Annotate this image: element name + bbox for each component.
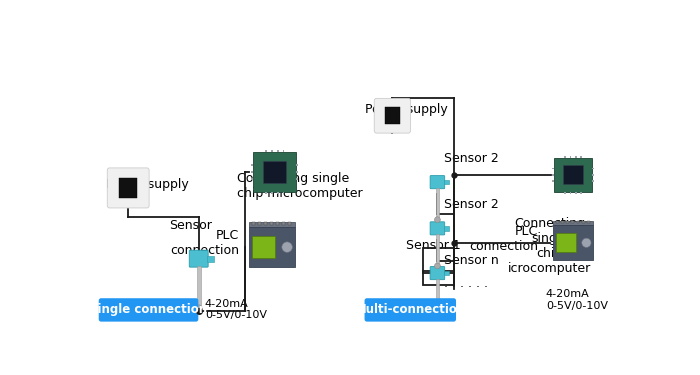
Bar [592, 168, 594, 170]
Bar [424, 271, 454, 285]
Text: Sensor: Sensor [169, 219, 212, 232]
Bar [587, 221, 590, 223]
Bar [575, 192, 577, 194]
Bar [582, 221, 584, 223]
Bar [570, 192, 571, 194]
Bar [444, 271, 449, 275]
Bar [251, 178, 253, 180]
Bar [282, 222, 285, 225]
Text: Multi-connection: Multi-connection [355, 303, 466, 316]
Bar [288, 222, 291, 225]
FancyBboxPatch shape [430, 222, 444, 235]
Bar [296, 178, 298, 180]
Bar [580, 192, 582, 194]
FancyBboxPatch shape [374, 98, 410, 133]
Bar [252, 236, 275, 258]
Bar [296, 164, 298, 166]
Bar [271, 150, 273, 152]
Bar [197, 266, 201, 305]
Bar [251, 164, 253, 166]
Text: PLC
connection: PLC connection [469, 225, 538, 253]
Bar [554, 158, 592, 192]
Bar [571, 221, 574, 223]
Bar [577, 221, 580, 223]
Bar [561, 221, 564, 223]
Bar [249, 222, 295, 228]
Bar [296, 171, 298, 173]
Text: Power supply: Power supply [365, 103, 448, 116]
Text: PLC
connection: PLC connection [170, 229, 239, 257]
Text: 4-20mA
0-5V/0-10V: 4-20mA 0-5V/0-10V [546, 289, 608, 310]
Circle shape [435, 217, 440, 223]
FancyBboxPatch shape [107, 168, 149, 208]
Text: Sensor n: Sensor n [444, 254, 498, 267]
Bar [252, 222, 256, 225]
Bar [276, 150, 279, 152]
Bar [570, 156, 571, 158]
Text: Connecting single
chip microcomputer: Connecting single chip microcomputer [237, 172, 363, 200]
Circle shape [582, 238, 591, 248]
FancyBboxPatch shape [430, 176, 444, 189]
Text: Single connection: Single connection [90, 303, 208, 316]
Text: Connecting
single
chip
icrocomputer: Connecting single chip icrocomputer [508, 217, 592, 275]
FancyBboxPatch shape [189, 250, 208, 267]
Bar [556, 233, 576, 252]
Bar [592, 180, 594, 182]
Bar [265, 192, 267, 194]
Bar [283, 150, 284, 152]
Bar [556, 221, 559, 223]
Text: Sensor 2: Sensor 2 [444, 198, 498, 211]
Bar [265, 150, 267, 152]
Bar [207, 256, 214, 262]
Bar [258, 222, 261, 225]
Bar [564, 156, 566, 158]
Bar [592, 174, 594, 176]
Bar [264, 222, 267, 225]
Bar [385, 107, 400, 124]
Bar [575, 156, 577, 158]
Bar [270, 222, 273, 225]
Bar [424, 248, 454, 273]
Bar [119, 178, 137, 198]
Bar [444, 226, 449, 231]
Text: 4-20mA
0-5V/0-10V: 4-20mA 0-5V/0-10V [205, 299, 267, 320]
Circle shape [435, 263, 440, 269]
Bar [436, 188, 439, 217]
Bar [553, 225, 594, 260]
Bar [580, 156, 582, 158]
FancyBboxPatch shape [99, 298, 198, 322]
Bar [552, 168, 554, 170]
Bar [263, 161, 286, 183]
FancyBboxPatch shape [365, 298, 456, 322]
Text: Power supply: Power supply [106, 178, 189, 190]
Bar [552, 180, 554, 182]
Circle shape [282, 242, 293, 252]
Circle shape [435, 308, 440, 314]
Bar [251, 171, 253, 173]
Bar [249, 228, 295, 267]
Bar [563, 165, 583, 184]
Bar [283, 192, 284, 194]
Bar [564, 192, 566, 194]
Bar [436, 279, 439, 308]
Bar [553, 221, 594, 225]
Bar [276, 192, 279, 194]
Bar [552, 174, 554, 176]
Bar [566, 221, 569, 223]
Text: Sensor 2: Sensor 2 [444, 152, 498, 165]
Circle shape [195, 305, 202, 313]
Bar [253, 152, 296, 192]
Bar [436, 234, 439, 263]
Text: · · · · · ·: · · · · · · [444, 281, 488, 294]
FancyBboxPatch shape [430, 267, 444, 280]
Bar [444, 180, 449, 184]
Bar [276, 222, 279, 225]
Bar [271, 192, 273, 194]
Text: Sensor 1: Sensor 1 [406, 238, 461, 252]
